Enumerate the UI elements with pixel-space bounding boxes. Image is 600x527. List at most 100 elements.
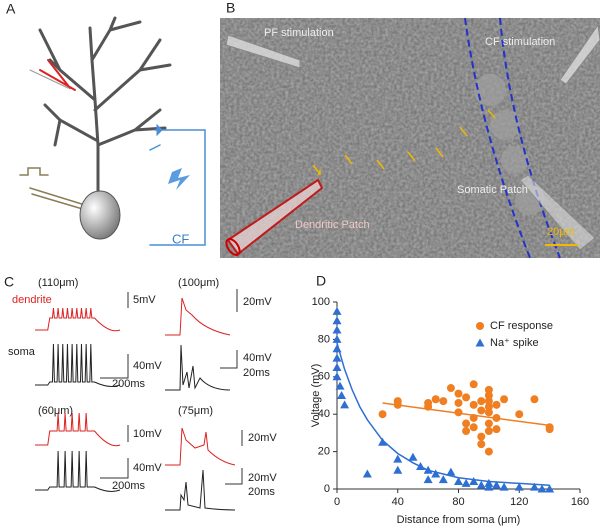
soma-label: soma — [8, 346, 36, 358]
trace — [165, 469, 236, 511]
point — [469, 477, 479, 486]
point — [469, 380, 478, 389]
point — [446, 384, 455, 393]
point — [469, 400, 478, 409]
point — [393, 400, 402, 409]
point — [454, 408, 463, 417]
point — [477, 432, 486, 441]
scale-label: 40mV — [243, 352, 272, 364]
point — [492, 413, 501, 422]
point — [462, 393, 471, 402]
pf-label: PF stimulation — [264, 27, 334, 39]
scale-label: 20μm — [547, 226, 575, 238]
trace-title: (110μm) — [38, 277, 78, 289]
point — [461, 478, 471, 487]
point — [340, 400, 350, 409]
point — [431, 395, 440, 404]
point — [484, 427, 493, 436]
panel-a: A CF — [6, 1, 206, 246]
point — [545, 423, 554, 432]
point — [431, 469, 441, 478]
trace — [35, 343, 121, 387]
point — [439, 397, 448, 406]
point — [537, 484, 547, 493]
point — [332, 344, 342, 353]
point — [514, 482, 524, 491]
panel-label: C — [4, 274, 14, 290]
y-tick-label: 80 — [318, 333, 330, 345]
point — [492, 425, 501, 434]
point — [335, 381, 345, 390]
point — [408, 452, 418, 461]
point — [332, 325, 342, 334]
point — [484, 391, 493, 400]
scale-label: 20mV — [248, 472, 277, 484]
x-tick-label: 80 — [452, 496, 464, 508]
point — [378, 437, 388, 446]
trace-title: (60μm) — [38, 405, 73, 417]
point — [462, 419, 471, 428]
scale-label: 20ms — [248, 486, 275, 498]
point — [475, 338, 485, 347]
trace — [35, 307, 121, 332]
dendritic-label: Dendritic Patch — [295, 219, 370, 231]
y-tick-label: 20 — [318, 446, 330, 458]
point — [469, 413, 478, 422]
panel-label: B — [226, 0, 235, 16]
point — [484, 408, 493, 417]
point — [491, 480, 501, 489]
panel-c: C (110μm) dendrite 5mV soma 40mV 200ms (… — [4, 274, 277, 511]
cf-label: CF — [172, 231, 189, 246]
scale-label: 20mV — [243, 296, 272, 308]
point — [530, 395, 539, 404]
scale-label: 5mV — [133, 294, 156, 306]
point — [477, 406, 486, 415]
scale-label: 200ms — [112, 378, 146, 390]
point — [484, 447, 493, 456]
y-tick-label: 40 — [318, 408, 330, 420]
panel-d: D 0 20 40 60 80 100 0 40 80 120 160 Distance from s… — [310, 273, 589, 526]
point — [454, 398, 463, 407]
point — [484, 419, 493, 428]
x-tick-label: 40 — [392, 496, 404, 508]
point — [378, 410, 387, 419]
x-tick-label: 160 — [571, 496, 589, 508]
point — [362, 469, 372, 478]
legend-label: CF response — [490, 320, 553, 332]
fit-line — [336, 342, 550, 487]
y-axis-label: Voltage (mV) — [310, 364, 322, 428]
point — [515, 410, 524, 419]
dendrite-label: dendrite — [12, 294, 52, 306]
point — [416, 462, 426, 471]
point — [332, 334, 342, 343]
point — [337, 391, 347, 399]
x-tick-label: 0 — [334, 496, 340, 508]
point — [393, 465, 403, 474]
panel-label: D — [316, 273, 326, 289]
panel-label: A — [6, 1, 16, 17]
point — [484, 397, 493, 406]
point — [477, 440, 486, 449]
point — [454, 389, 463, 398]
scale-label: 10mV — [133, 428, 162, 440]
point — [476, 480, 486, 489]
scale-label: 40mV — [133, 360, 162, 372]
point — [393, 454, 403, 463]
point — [332, 316, 342, 325]
point — [332, 362, 342, 371]
point — [462, 427, 471, 436]
scale-label: 20ms — [243, 367, 270, 379]
point — [499, 482, 509, 491]
x-tick-label: 120 — [510, 496, 528, 508]
point — [332, 306, 342, 315]
point — [492, 400, 501, 409]
trace — [35, 450, 121, 492]
point — [424, 402, 433, 411]
y-tick-label: 100 — [312, 296, 330, 308]
point — [529, 482, 539, 491]
trace — [35, 412, 121, 447]
scale-label: 40mV — [133, 462, 162, 474]
trace — [165, 297, 231, 336]
point — [469, 423, 478, 432]
